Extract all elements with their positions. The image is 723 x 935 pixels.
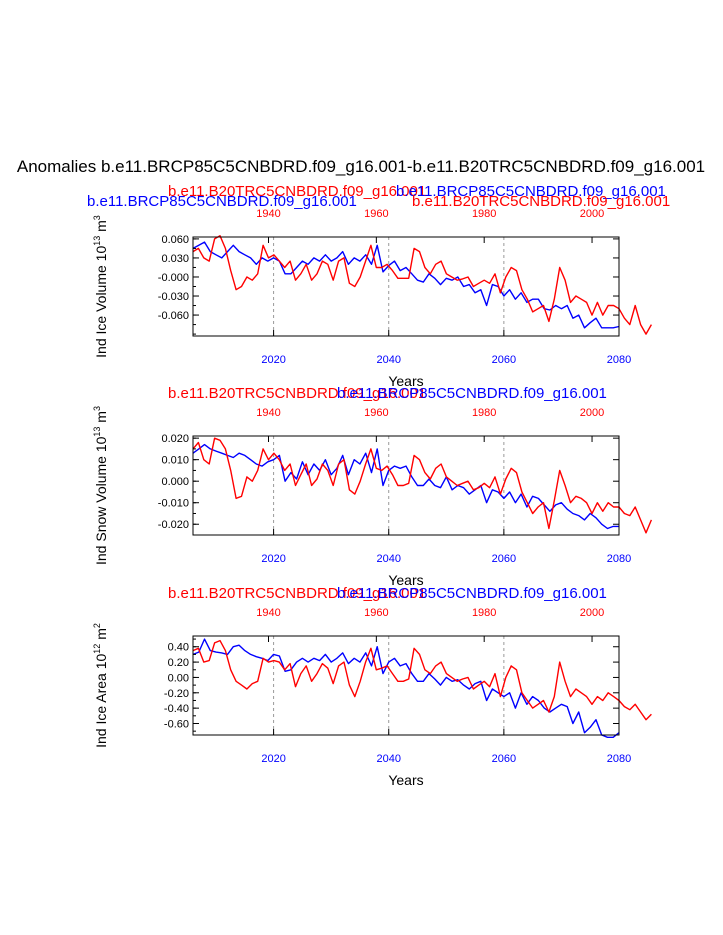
x-tick-label-top: 1980 (472, 208, 496, 220)
x-tick-label-top: 1960 (364, 208, 388, 220)
x-tick-label-top: 1960 (364, 407, 388, 419)
y-tick-label: -0.020 (158, 519, 189, 531)
series-line-red (192, 234, 653, 335)
y-tick-label: -0.20 (164, 688, 189, 700)
y-tick-label: 0.00 (168, 672, 189, 684)
x-tick-label-bottom: 2060 (492, 354, 516, 366)
y-axis-title: Ind Ice Volume 1013 m3 (92, 215, 109, 358)
panel-title-red: b.e11.B20TRC5CNBDRD.f09_g16.001 (168, 385, 426, 402)
x-tick-label-bottom: 2080 (607, 354, 631, 366)
panel-title-blue: b.e11.BRCP85C5CNBDRD.f09_g16.001 (337, 385, 607, 402)
y-tick-label: -0.60 (164, 718, 189, 730)
x-tick-label-top: 1940 (256, 208, 280, 220)
y-tick-label: -0.030 (158, 291, 189, 303)
y-tick-label: 0.010 (161, 455, 189, 467)
y-tick-label: -0.010 (158, 498, 189, 510)
y-tick-label: 0.40 (168, 642, 189, 654)
x-tick-label-bottom: 2020 (261, 553, 285, 565)
x-tick-label-bottom: 2020 (261, 354, 285, 366)
chart-panel-2: 0.020 0.010 0.000 -0.010 -0.020 2020 2040 2060 2… (92, 385, 653, 588)
x-tick-label-bottom: 2060 (492, 553, 516, 565)
x-tick-label-bottom: 2040 (376, 753, 400, 765)
y-axis-title: Ind Snow Volume 1013 m3 (92, 406, 109, 565)
panel-title-blue: b.e11.BRCP85C5CNBDRD.f09_g16.001 (337, 585, 607, 602)
x-tick-label-top: 1980 (472, 407, 496, 419)
x-tick-label-bottom: 2040 (376, 354, 400, 366)
panel-title-red: b.e11.B20TRC5CNBDRD.f09_g16.001 (168, 183, 426, 200)
x-tick-label-top: 2000 (580, 407, 604, 419)
y-axis-title: Ind Ice Area 1012 m2 (92, 623, 109, 748)
plot-frame (192, 236, 620, 337)
x-tick-label-top: 1960 (364, 607, 388, 619)
y-tick-label: 0.20 (168, 657, 189, 669)
x-tick-label-top: 1940 (256, 407, 280, 419)
y-tick-label: -0.40 (164, 703, 189, 715)
series-line-red (192, 639, 652, 721)
y-tick-label: 0.020 (161, 433, 189, 445)
series-line-red (192, 437, 653, 534)
series-line-blue (192, 241, 620, 329)
panel-title-blue: b.e11.BRCP85C5CNBDRD.f09_g16.001 (396, 183, 666, 200)
x-tick-label-bottom: 2060 (492, 753, 516, 765)
x-tick-label-top: 2000 (580, 607, 604, 619)
y-tick-label: 0.030 (161, 253, 189, 265)
x-tick-label-bottom: 2080 (607, 553, 631, 565)
x-tick-label-top: 1940 (256, 607, 280, 619)
x-axis-title: Years (388, 572, 423, 588)
x-tick-label-bottom: 2020 (261, 753, 285, 765)
chart-panel-3: 0.40 0.20 0.00 -0.20 -0.40 -0.60 2020 2040 2060 2… (92, 585, 652, 788)
x-tick-label-bottom: 2040 (376, 553, 400, 565)
y-tick-label: 0.000 (161, 476, 189, 488)
main-title: Anomalies b.e11.BRCP85C5CNBDRD.f09_g16.0… (17, 157, 705, 176)
x-axis-title: Years (388, 772, 423, 788)
panel-title-red: b.e11.B20TRC5CNBDRD.f09_g16.001 (168, 585, 426, 602)
x-tick-label-bottom: 2080 (607, 753, 631, 765)
panel-title-red: b.e11.B20TRC5CNBDRD.f09_g16.001 (412, 193, 670, 210)
x-tick-label-top: 2000 (580, 208, 604, 220)
y-tick-label: -0.000 (158, 272, 189, 284)
y-tick-label: 0.060 (161, 234, 189, 246)
plot-frame (192, 435, 620, 536)
x-axis-title: Years (388, 373, 423, 389)
chart-panel-1: 0.060 0.030 -0.000 -0.030 -0.060 2020 2040 2060… (87, 183, 670, 389)
panel-title-blue: b.e11.BRCP85C5CNBDRD.f09_g16.001 (87, 193, 357, 210)
series-line-blue (192, 443, 619, 530)
x-tick-label-top: 1980 (472, 607, 496, 619)
plot-frame (192, 635, 620, 736)
y-tick-label: -0.060 (158, 310, 189, 322)
